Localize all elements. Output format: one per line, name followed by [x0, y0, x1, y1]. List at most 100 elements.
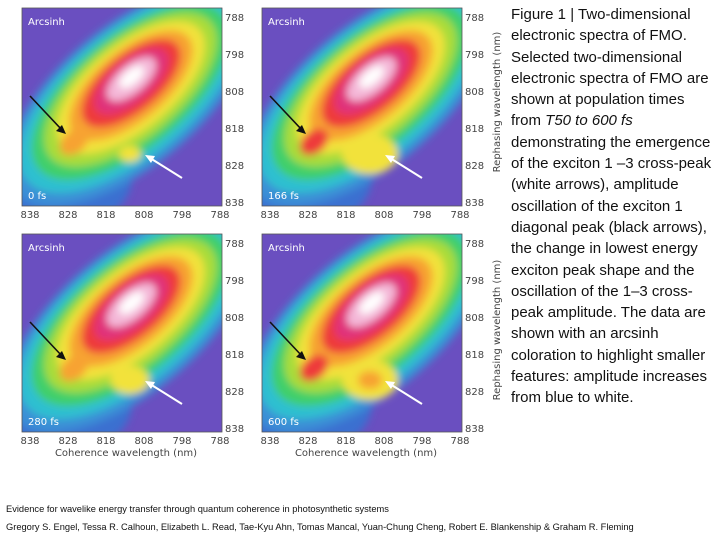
cross-peak	[358, 371, 382, 389]
caption-italic: T50 to 600 fs	[545, 112, 633, 130]
y-tick-label: 818	[465, 350, 484, 361]
panel-label: Arcsinh	[268, 243, 305, 254]
panel-frame	[21, 7, 223, 207]
cross-peak	[110, 366, 150, 394]
y-tick-label: 788	[225, 13, 244, 24]
x-tick-label: 838	[20, 210, 39, 221]
y-tick-label: 828	[465, 161, 484, 172]
white-arrowhead	[145, 155, 155, 163]
x-tick-label: 838	[260, 436, 279, 447]
footer-authors: Gregory S. Engel, Tessa R. Calhoun, Eliz…	[6, 522, 634, 532]
panel-label: Arcsinh	[28, 243, 65, 254]
black-arrowhead	[56, 351, 66, 360]
spectrum	[22, 8, 222, 206]
x-tick-label: 808	[374, 436, 393, 447]
y-tick-label: 818	[465, 124, 484, 135]
y-tick-label: 808	[465, 313, 484, 324]
spectrum	[22, 234, 222, 432]
y-tick-label: 818	[225, 350, 244, 361]
footer: Evidence for wavelike energy transfer th…	[6, 500, 634, 536]
x-tick-label: 828	[58, 210, 77, 221]
panel-frame	[21, 233, 223, 433]
diag-peak	[59, 354, 89, 382]
y-tick-label: 788	[465, 239, 484, 250]
white-arrow	[389, 383, 423, 405]
time-label: 600 fs	[268, 417, 299, 428]
time-label: 166 fs	[268, 191, 299, 202]
diag-peak	[59, 128, 89, 156]
cross-peak	[342, 134, 398, 174]
panel-frame	[261, 7, 463, 207]
y-tick-label: 818	[225, 124, 244, 135]
time-label: 0 fs	[28, 191, 46, 202]
caption-text: demonstrating the emergence of the excit…	[511, 133, 712, 407]
y-tick-label: 798	[225, 276, 244, 287]
black-arrowhead	[56, 125, 66, 134]
y-axis-label: Rephasing wavelength (nm)	[492, 260, 503, 401]
x-tick-label: 798	[172, 436, 191, 447]
panel-frame	[261, 233, 463, 433]
figure: Rephasing wavelength (nm) Rephasing wave…	[20, 7, 503, 459]
x-tick-label: 818	[96, 436, 115, 447]
x-tick-label: 818	[96, 210, 115, 221]
y-tick-label: 838	[465, 424, 484, 435]
black-arrow	[29, 321, 63, 357]
y-axis-label: Rephasing wavelength (nm)	[492, 32, 503, 173]
x-tick-label: 818	[336, 436, 355, 447]
x-tick-label: 838	[20, 436, 39, 447]
spectrum	[262, 234, 462, 432]
white-arrowhead	[385, 155, 395, 163]
y-tick-label: 798	[465, 50, 484, 61]
y-tick-label: 798	[225, 50, 244, 61]
y-tick-label: 838	[465, 198, 484, 209]
x-tick-label: 828	[298, 210, 317, 221]
y-tick-label: 788	[465, 13, 484, 24]
y-tick-label: 828	[225, 387, 244, 398]
contour	[359, 65, 385, 89]
black-arrowhead	[296, 351, 306, 360]
white-arrow	[149, 383, 183, 405]
x-tick-label: 808	[134, 210, 153, 221]
x-tick-label: 788	[210, 210, 229, 221]
time-label: 280 fs	[28, 417, 59, 428]
contours	[22, 8, 222, 206]
white-arrow	[149, 157, 183, 179]
x-tick-label: 798	[172, 210, 191, 221]
x-tick-label: 788	[450, 436, 469, 447]
y-tick-label: 808	[465, 87, 484, 98]
contour	[119, 65, 145, 89]
spectrum	[262, 8, 462, 206]
x-tick-label: 828	[298, 436, 317, 447]
x-tick-label: 788	[210, 436, 229, 447]
contour	[359, 291, 385, 315]
black-arrow	[29, 95, 63, 131]
black-arrow	[269, 95, 303, 131]
x-axis-label: Coherence wavelength (nm)	[55, 448, 197, 459]
y-tick-label: 838	[225, 424, 244, 435]
y-tick-label: 828	[465, 387, 484, 398]
y-tick-label: 808	[225, 87, 244, 98]
diag-peak	[299, 354, 329, 382]
contour	[119, 291, 145, 315]
y-tick-label: 838	[225, 198, 244, 209]
contours	[22, 234, 222, 432]
x-tick-label: 798	[412, 210, 431, 221]
caption-text: Figure 1 | Two-dimensional electronic sp…	[511, 6, 709, 130]
contours	[262, 8, 462, 206]
caption: Figure 1 | Two-dimensional electronic sp…	[511, 4, 717, 409]
white-arrow	[389, 157, 423, 179]
x-tick-label: 788	[450, 210, 469, 221]
x-tick-label: 828	[58, 436, 77, 447]
diag-peak	[299, 128, 329, 156]
x-tick-label: 808	[374, 210, 393, 221]
white-arrowhead	[385, 381, 395, 389]
panel-label: Arcsinh	[268, 17, 305, 28]
contours	[262, 234, 462, 432]
x-tick-label: 838	[260, 210, 279, 221]
black-arrow	[269, 321, 303, 357]
x-axis-label: Coherence wavelength (nm)	[295, 448, 437, 459]
y-tick-label: 788	[225, 239, 244, 250]
cross-peak	[118, 146, 142, 162]
white-arrowhead	[145, 381, 155, 389]
